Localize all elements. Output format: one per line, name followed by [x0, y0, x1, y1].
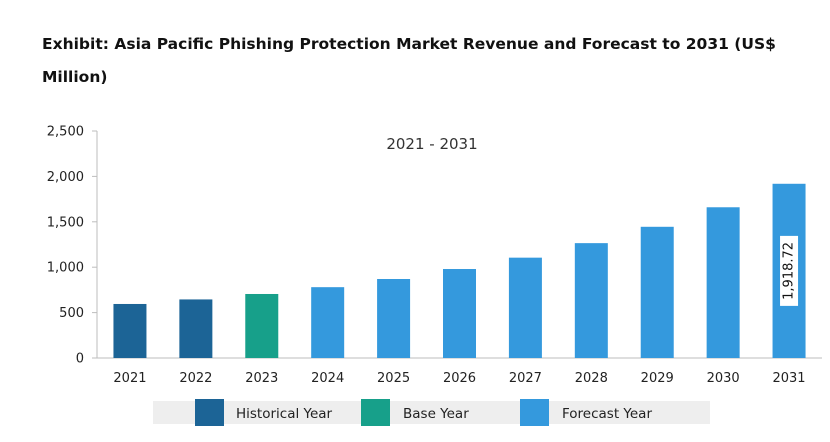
x-tick-label: 2028 [575, 371, 608, 386]
legend-swatch-historical [195, 399, 224, 426]
x-axis: 2021 2022 2023 2024 2025 2026 2027 2028 2029 2030… [97, 357, 822, 386]
legend-swatch-forecast [520, 399, 549, 426]
legend-swatch-base [361, 399, 390, 426]
x-tick-label: 2023 [245, 371, 278, 386]
y-tick-label: 500 [59, 306, 84, 321]
data-label-box [780, 235, 799, 306]
bar-2023 [245, 293, 279, 358]
bar-2030 [706, 207, 740, 358]
bar-2026 [443, 269, 476, 358]
x-tick-label: 2029 [641, 371, 674, 386]
chart-title: Exhibit: Asia Pacific Phishing Protectio… [42, 35, 776, 86]
legend: Historical Year Base Year Forecast Year [153, 399, 710, 426]
legend-label-base: Base Year [403, 406, 469, 422]
bar-2029 [640, 226, 674, 358]
x-tick-label: 2024 [311, 371, 344, 386]
x-tick-label: 2026 [443, 371, 476, 386]
bar-2021 [113, 303, 147, 358]
x-tick-label: 2031 [772, 371, 805, 386]
bars [113, 183, 806, 358]
data-label-2031: 1,918.72 [780, 235, 799, 306]
chart-subtitle: 2021 - 2031 [386, 135, 477, 153]
x-tick-label: 2025 [377, 371, 410, 386]
bar-2022 [179, 299, 213, 358]
y-tick-label: 2,500 [47, 125, 84, 140]
x-tick-label: 2030 [707, 371, 740, 386]
bar-2025 [377, 279, 411, 358]
bar-2027 [508, 257, 542, 358]
data-label-text: 1,918.72 [782, 242, 797, 300]
legend-label-forecast: Forecast Year [562, 406, 652, 422]
data-labels: 1,918.72 [780, 235, 799, 306]
legend-label-historical: Historical Year [236, 406, 333, 422]
y-tick-label: 1,500 [47, 215, 84, 230]
bar-2024 [311, 287, 345, 358]
legend-background [153, 401, 710, 424]
x-tick-label: 2021 [113, 371, 146, 386]
y-axis: 0 500 1,000 1,500 2,000 2,500 [47, 125, 98, 367]
y-tick-label: 2,000 [47, 170, 84, 185]
y-tick-label: 0 [76, 352, 84, 367]
x-tick-label: 2022 [179, 371, 212, 386]
x-tick-label: 2027 [509, 371, 542, 386]
y-tick-label: 1,000 [47, 261, 84, 276]
bar-2028 [574, 243, 608, 358]
